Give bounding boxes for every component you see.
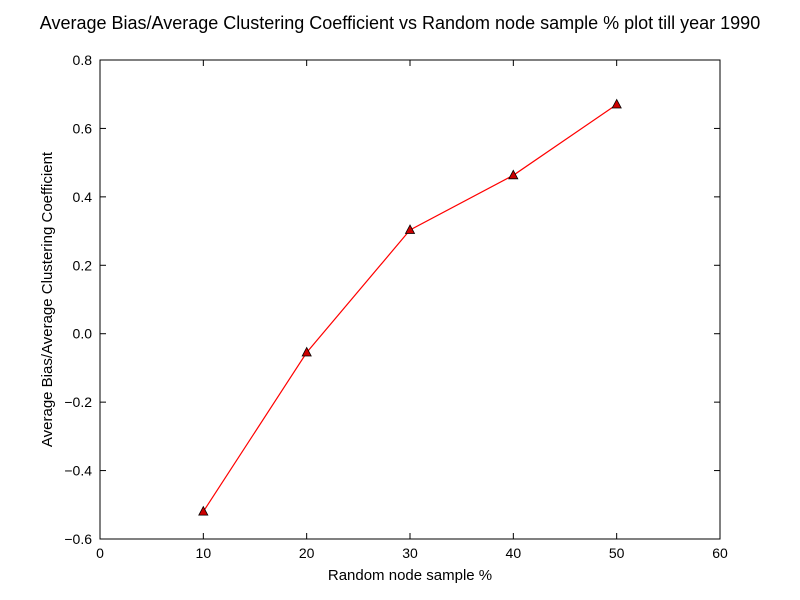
y-tick-label: 0.8 xyxy=(73,52,93,68)
y-axis-label: Average Bias/Average Clustering Coeffici… xyxy=(39,151,56,447)
x-tick-label: 40 xyxy=(506,545,522,561)
y-tick-label: 0.6 xyxy=(73,120,93,136)
plot-frame xyxy=(99,59,721,540)
x-tick-label: 10 xyxy=(196,545,212,561)
x-tick-label: 30 xyxy=(402,545,418,561)
y-tick-label: −0.2 xyxy=(64,394,92,410)
x-tick-label: 20 xyxy=(299,545,315,561)
data-point-marker xyxy=(611,98,622,109)
data-point-marker xyxy=(404,224,416,234)
chart-title: Average Bias/Average Clustering Coeffici… xyxy=(40,13,760,33)
x-tick-label: 0 xyxy=(96,545,104,561)
y-tick-label: −0.4 xyxy=(64,463,92,479)
data-point-marker xyxy=(198,505,209,516)
data-point-marker xyxy=(508,169,519,180)
y-axis-ticks: −0.6 −0.4 −0.2 0.0 0.2 0.4 0.6 0.8 xyxy=(64,52,720,547)
x-axis-label: Random node sample % xyxy=(328,567,492,584)
x-axis-ticks: 0 10 20 30 40 50 60 xyxy=(96,60,728,561)
data-point-marker xyxy=(301,346,312,357)
y-tick-label: −0.6 xyxy=(64,531,92,547)
series-layer xyxy=(198,98,622,516)
plot-area xyxy=(100,60,720,539)
y-tick-label: 0.4 xyxy=(73,189,93,205)
y-tick-label: 0.2 xyxy=(73,257,93,273)
y-tick-label: 0.0 xyxy=(73,326,93,342)
x-tick-label: 60 xyxy=(712,545,728,561)
x-tick-label: 50 xyxy=(609,545,625,561)
